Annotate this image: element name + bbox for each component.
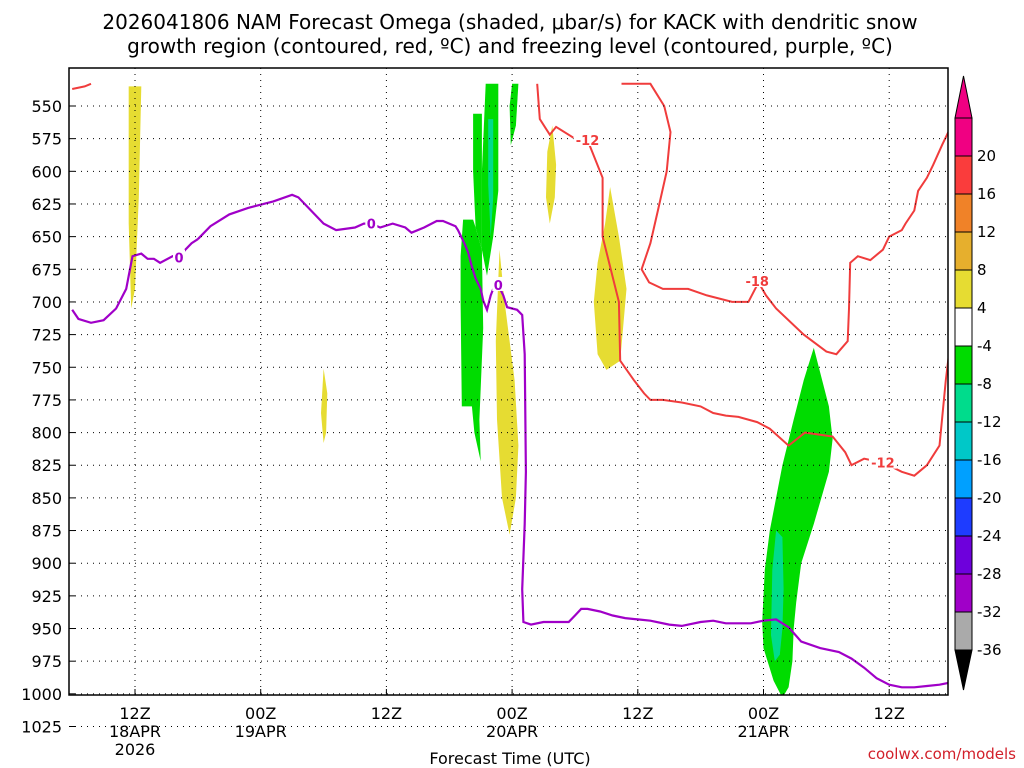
x-tick-label: 12Z <box>622 704 653 723</box>
colorbar-arrow-bottom <box>954 649 973 691</box>
y-tick-label: 900 <box>31 554 62 573</box>
gridlines <box>69 68 948 727</box>
colorbar-label: 12 <box>977 223 996 241</box>
x-tick-label: 12Z <box>874 704 905 723</box>
y-tick-label: 850 <box>31 489 62 508</box>
y-tick-label: 925 <box>31 587 62 606</box>
freezing-level-2 <box>497 284 948 689</box>
omega-shading-6 <box>473 113 482 250</box>
y-tick-label: 625 <box>31 195 62 214</box>
colorbar-segment <box>954 459 973 499</box>
omega-shading-0 <box>128 86 142 309</box>
dgz-contour-label-0-bg <box>573 131 602 146</box>
x-tick-label: 12Z <box>371 704 402 723</box>
x-tick-label: 12Z <box>119 704 150 723</box>
colorbar-segment <box>954 535 973 575</box>
colorbar-segment <box>954 307 973 347</box>
colorbar-label: -24 <box>977 527 1002 545</box>
y-tick-label: 975 <box>31 652 62 671</box>
x-tick-date: 19APR <box>235 722 287 741</box>
y-tick-label: 875 <box>31 522 62 541</box>
colorbar-segment <box>954 573 973 613</box>
dgz-contour-label-2: -18 <box>745 275 769 290</box>
x-tick-label: 00Z <box>496 704 527 723</box>
y-tick-label: 675 <box>31 260 62 279</box>
omega-shading-3 <box>495 249 519 535</box>
colorbar-segment <box>954 155 973 195</box>
colorbar-segment <box>954 611 973 651</box>
x-axis-label: Forecast Time (UTC) <box>429 749 590 768</box>
colorbar-segment <box>954 269 973 309</box>
y-tick-label: 650 <box>31 228 62 247</box>
omega-shading-8 <box>509 83 519 146</box>
omega-shading-10 <box>488 119 494 237</box>
y-tick-label: 1025 <box>21 717 62 736</box>
colorbar-label: -20 <box>977 489 1002 507</box>
freezing-level-label-1-bg <box>365 215 378 230</box>
x-tick-date: 18APR <box>109 722 161 741</box>
x-tick-date: 20APR <box>486 722 538 741</box>
dgz-contour-2 <box>621 82 948 356</box>
colorbar-segment <box>954 345 973 385</box>
y-tick-label: 600 <box>31 162 62 181</box>
colorbar-label: -12 <box>977 413 1002 431</box>
freezing-level-0 <box>71 252 180 324</box>
colorbar-label: -8 <box>977 375 992 393</box>
y-tick-label: 800 <box>31 424 62 443</box>
y-tick-label: 950 <box>31 620 62 639</box>
freezing-level-label-0: 0 <box>174 252 183 267</box>
colorbar-segment <box>954 231 973 271</box>
freezing-level-label-0-bg <box>172 249 185 264</box>
contour-labels: -12 -12 -18 0 0 0 <box>172 131 897 472</box>
chart-title-line-1: 2026041806 NAM Forecast Omega (shaded, μ… <box>102 10 917 34</box>
colorbar-label: -28 <box>977 565 1002 583</box>
y-tick-label: 775 <box>31 391 62 410</box>
dgz-contour-3 <box>71 82 92 90</box>
y-tick-label: 550 <box>31 97 62 116</box>
dgz-contour-label-0: -12 <box>576 134 600 149</box>
x-tick-year: 2026 <box>115 740 156 759</box>
colorbar-label: -36 <box>977 641 1002 659</box>
colorbar-label: 16 <box>977 185 996 203</box>
y-tick-label: 575 <box>31 130 62 149</box>
y-tick-label: 1000 <box>21 685 62 704</box>
chart-title-line-2: growth region (contoured, red, ºC) and f… <box>127 34 893 58</box>
omega-shading-4 <box>593 187 627 370</box>
colorbar-arrow-top <box>954 75 973 119</box>
colorbar: -36 -32 -28 -24 -20 -16 -12 -8 -4 4 8 12 16 20 <box>954 75 1002 691</box>
omega-shading-2 <box>546 125 557 224</box>
colorbar-label: 4 <box>977 299 987 317</box>
colorbar-label: 20 <box>977 147 996 165</box>
freezing-level-label-1: 0 <box>367 218 376 233</box>
y-tick-label: 825 <box>31 456 62 475</box>
freezing-level-label-2: 0 <box>494 279 503 294</box>
dgz-contour-label-1-bg <box>868 454 897 469</box>
y-tick-label: 750 <box>31 358 62 377</box>
omega-shading-1 <box>321 368 328 443</box>
omega-shading-5 <box>460 219 484 462</box>
credit-text: coolwx.com/models <box>868 745 1016 763</box>
colorbar-label: -16 <box>977 451 1002 469</box>
dgz-contour-label-2-bg <box>743 273 772 288</box>
x-tick-label: 00Z <box>245 704 276 723</box>
colorbar-label: 8 <box>977 261 987 279</box>
colorbar-segment <box>954 193 973 233</box>
colorbar-segment <box>954 421 973 461</box>
colorbar-label: -32 <box>977 603 1002 621</box>
y-tick-label: 700 <box>31 293 62 312</box>
colorbar-segment <box>954 117 973 157</box>
x-tick-label: 00Z <box>748 704 779 723</box>
freezing-level-label-2-bg <box>492 276 505 291</box>
freezing-level-1 <box>197 193 495 314</box>
colorbar-segment <box>954 497 973 537</box>
colorbar-label: -4 <box>977 337 992 355</box>
y-tick-label: 725 <box>31 326 62 345</box>
dgz-contour-label-1: -12 <box>871 457 895 472</box>
colorbar-segment <box>954 383 973 423</box>
plot-frame <box>68 67 949 696</box>
y-axis-ticks: 550 575 600 625 650 675 700 725 750 775 800 825 850 8… <box>21 97 75 736</box>
x-tick-date: 21APR <box>737 722 789 741</box>
